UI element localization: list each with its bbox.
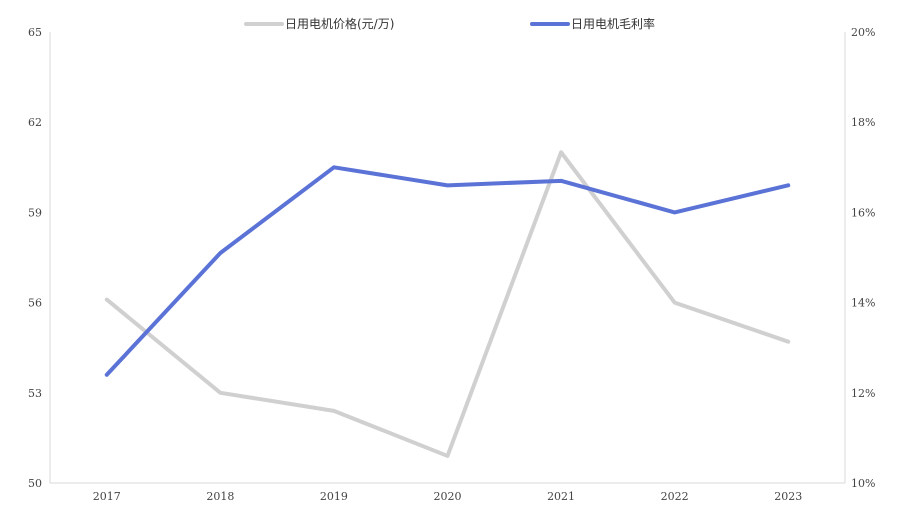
right-tick-label: 20%	[851, 26, 875, 39]
x-tick-label: 2022	[661, 490, 689, 503]
left-tick-label: 59	[28, 206, 42, 219]
x-tick-label: 2018	[206, 490, 234, 503]
left-tick-label: 56	[28, 297, 42, 310]
left-tick-label: 65	[28, 26, 42, 39]
x-tick-label: 2019	[320, 490, 348, 503]
series-line-1	[104, 165, 791, 377]
left-tick-label: 50	[28, 477, 42, 490]
series-line-0	[104, 150, 791, 458]
left-tick-label: 53	[28, 387, 42, 400]
right-tick-label: 18%	[851, 116, 875, 129]
x-tick-label: 2021	[547, 490, 575, 503]
right-tick-label: 12%	[851, 387, 875, 400]
right-tick-label: 16%	[851, 206, 875, 219]
x-tick-label: 2023	[774, 490, 802, 503]
legend-label-1: 日用电机毛利率	[571, 16, 655, 31]
left-tick-label: 62	[28, 116, 42, 129]
x-tick-label: 2017	[93, 490, 121, 503]
legend-label-0: 日用电机价格(元/万)	[285, 16, 394, 31]
x-tick-label: 2020	[434, 490, 462, 503]
right-tick-label: 14%	[851, 297, 875, 310]
right-tick-label: 10%	[851, 477, 875, 490]
